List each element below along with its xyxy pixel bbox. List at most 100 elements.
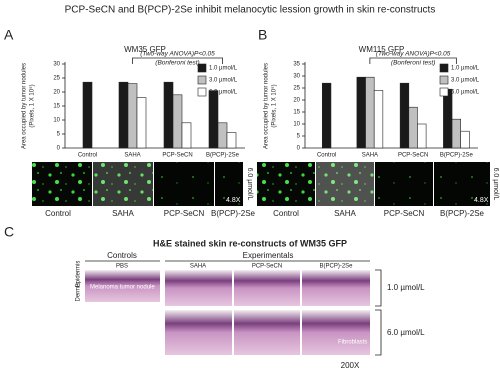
- annotation: (Two-way ANOVA)P<0.05: [376, 51, 451, 58]
- panel-letter: B: [258, 27, 267, 43]
- image-label: PCP-SeCN: [384, 209, 425, 218]
- column-label: SAHA: [190, 264, 206, 270]
- row-bracket: [375, 309, 382, 356]
- annotation: (Bonferoni test): [391, 60, 435, 67]
- x-tick-label: SAHA: [362, 153, 378, 159]
- bar: [136, 97, 147, 149]
- bar: [226, 132, 237, 149]
- gfp-image: [434, 162, 490, 206]
- significance-bracket: [369, 57, 457, 64]
- he-image: [165, 270, 232, 306]
- y-tick-label: 20: [53, 90, 60, 96]
- nodule-label: Melanoma tumor nodule: [90, 285, 155, 291]
- y-tick-label: 35: [293, 62, 300, 68]
- y-tick-label: 15: [53, 104, 60, 110]
- gfp-image: [93, 162, 153, 206]
- bar: [127, 83, 138, 149]
- y-tick-label: 30: [293, 74, 300, 80]
- x-tick-label: B(PCP)-2Se: [206, 153, 240, 159]
- he-image: [234, 270, 300, 306]
- legend-swatch: [439, 87, 449, 97]
- legend-label: 6.0 µmol/L: [209, 90, 238, 96]
- gfp-images-b: [257, 162, 490, 206]
- legend-swatch: [197, 75, 207, 85]
- y-tick-label: 0: [57, 146, 61, 152]
- legend-label: 3.0 µmol/L: [209, 78, 238, 84]
- y-tick-label: 15: [293, 110, 300, 116]
- bar: [321, 82, 332, 149]
- annotation: (Bonferoni test): [155, 60, 199, 67]
- image-label: B(PCP)-2Se: [211, 209, 256, 218]
- bar: [408, 106, 418, 149]
- gfp-images-a: [32, 162, 243, 206]
- gfp-image: [375, 162, 433, 206]
- magnification: 4.8X: [226, 197, 241, 204]
- y-axis-label: (Pixels, 1 X 10⁵): [271, 84, 278, 127]
- image-label: SAHA: [112, 209, 134, 218]
- bar: [82, 81, 93, 149]
- column-label: B(PCP)-2Se: [319, 264, 353, 270]
- image-label: PCP-SeCN: [164, 209, 205, 218]
- image-label: SAHA: [334, 209, 356, 218]
- legend-swatch: [197, 63, 207, 73]
- y-tick-label: 5: [57, 132, 61, 138]
- y-tick-label: 10: [293, 122, 300, 128]
- legend-swatch: [439, 75, 449, 85]
- image-label: B(PCP)-2Se: [440, 209, 485, 218]
- layer-label: Epidermis: [76, 261, 82, 288]
- y-tick-label: 20: [293, 98, 300, 104]
- bar: [356, 76, 366, 149]
- he-image: [234, 310, 300, 355]
- group-label: Controls: [107, 251, 137, 260]
- dose-label: 6.0 µmol/L: [492, 168, 499, 201]
- row-label: 1.0 µmol/L: [387, 283, 425, 292]
- chart-title: WM115 GFP: [359, 45, 405, 54]
- dose-label: 6.0 µmol/L: [246, 168, 253, 201]
- bar: [373, 90, 384, 149]
- legend-label: 6.0 µmol/L: [451, 90, 480, 96]
- bar: [417, 123, 427, 149]
- row-label: 6.0 µmol/L: [387, 328, 425, 337]
- magnification: 4.8X: [474, 197, 489, 204]
- bar: [460, 130, 470, 149]
- x-tick-label: PCP-SeCN: [162, 153, 192, 159]
- gfp-image: [257, 162, 315, 206]
- row-bracket: [375, 269, 382, 307]
- legend-label: 1.0 µmol/L: [451, 66, 480, 72]
- legend-label: 1.0 µmol/L: [209, 66, 238, 72]
- bar: [365, 76, 375, 149]
- layer-label: Dermis: [76, 283, 82, 302]
- fibroblast-label: Fibroblasts: [338, 340, 367, 346]
- he-image: [302, 310, 370, 355]
- legend-swatch: [197, 87, 207, 97]
- y-axis-label: (Pixels, 1 X 10⁵): [29, 84, 36, 127]
- he-image: [165, 310, 232, 355]
- x-tick-label: SAHA: [124, 153, 140, 159]
- y-tick-label: 0: [297, 146, 301, 152]
- y-tick-label: 25: [53, 76, 60, 82]
- bar: [217, 122, 228, 149]
- bar: [172, 94, 183, 149]
- legend-swatch: [439, 63, 449, 73]
- significance-bracket: [132, 57, 223, 64]
- y-tick-label: 10: [53, 118, 60, 124]
- bar: [118, 81, 129, 149]
- gfp-image: [154, 162, 214, 206]
- x-tick-label: Control: [78, 153, 97, 159]
- bar: [451, 118, 461, 149]
- gfp-image: [32, 162, 92, 206]
- y-axis-label: Area occupied by tumor nodules: [264, 63, 270, 149]
- panel-title: H&E stained skin re-constructs of WM35 G…: [153, 238, 347, 248]
- group-label: Experimentals: [243, 251, 294, 260]
- bar: [163, 81, 174, 149]
- y-tick-label: 25: [293, 86, 300, 92]
- bar: [443, 88, 453, 149]
- bar: [208, 90, 219, 149]
- x-tick-label: B(PCP)-2Se: [440, 153, 474, 159]
- chart-title: WM35 GFP: [124, 45, 166, 54]
- x-tick-label: PCP-SeCN: [398, 153, 428, 159]
- gfp-image: [215, 162, 243, 206]
- image-label: Control: [273, 209, 299, 218]
- he-image: [85, 270, 160, 302]
